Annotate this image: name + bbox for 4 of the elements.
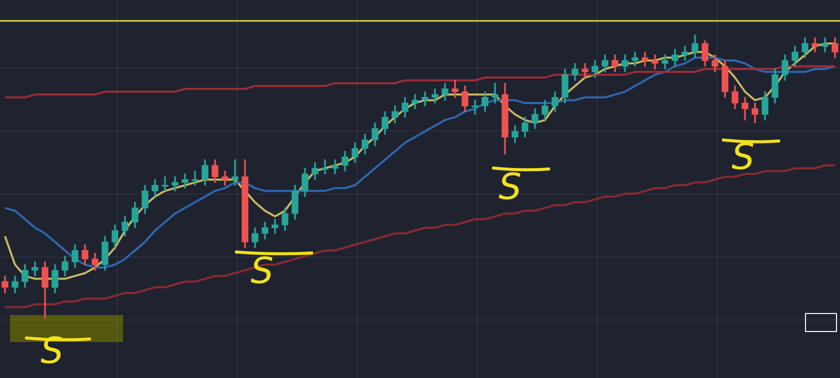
- annotation: S: [250, 250, 274, 294]
- candlestick: [192, 170, 198, 186]
- annotation: S: [730, 136, 756, 180]
- annotation: S: [498, 166, 522, 210]
